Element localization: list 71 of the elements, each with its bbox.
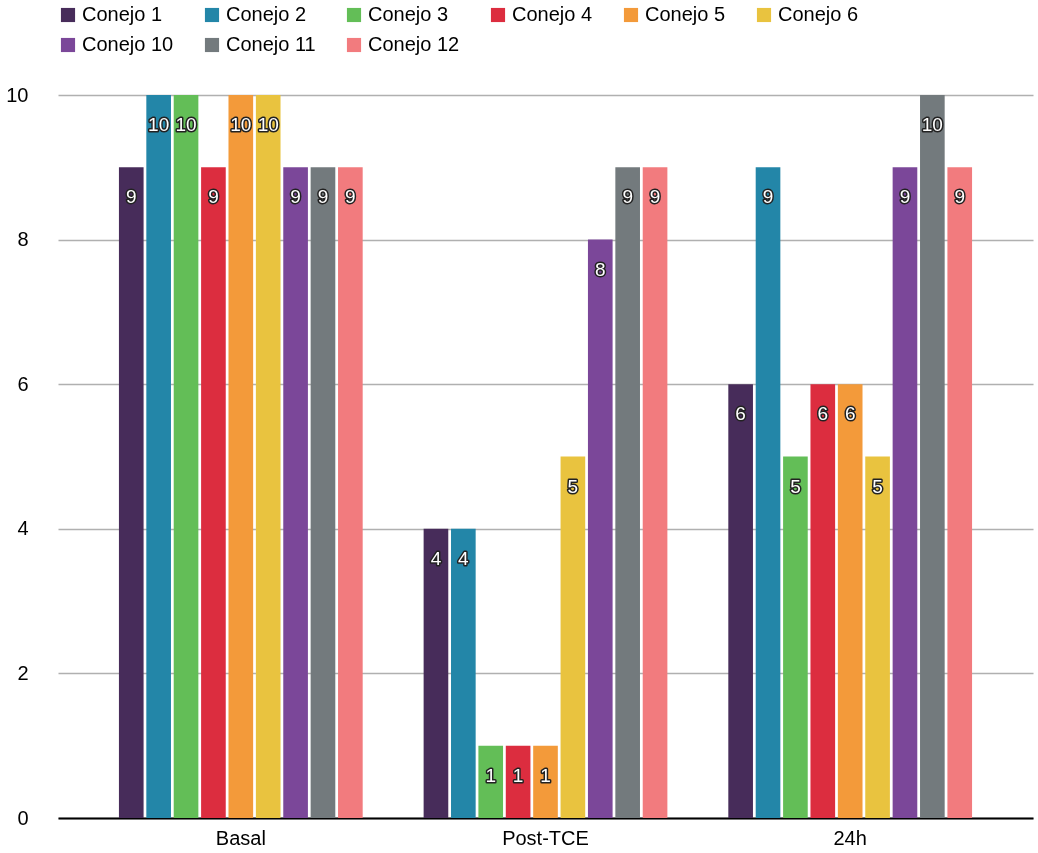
bar: [837, 384, 863, 818]
bar: [118, 167, 144, 818]
y-tick-label: 4: [17, 517, 29, 540]
y-tick-label: 0: [17, 806, 29, 829]
bar: [642, 167, 668, 818]
data-label: 9: [290, 186, 301, 208]
bar: [920, 95, 945, 818]
bar: [533, 745, 558, 818]
data-label: 9: [125, 186, 137, 208]
bar: [560, 456, 586, 818]
bar: [173, 95, 199, 818]
y-tick-label: 8: [17, 228, 29, 251]
data-label: 10: [230, 114, 252, 135]
bar: [478, 745, 504, 818]
bar: [810, 384, 836, 818]
data-label: 1: [485, 764, 497, 786]
data-label: 5: [790, 475, 801, 497]
bar: [615, 167, 640, 818]
data-label: 8: [594, 258, 606, 280]
bar: [310, 167, 336, 818]
y-tick-label: 2: [17, 661, 29, 684]
x-tick-label: 24h: [833, 826, 867, 849]
legend-label: Conejo 5: [645, 3, 726, 25]
data-label: 6: [735, 403, 746, 425]
data-label: 1: [540, 764, 551, 786]
legend-label: Conejo 4: [512, 3, 593, 25]
bar: [947, 167, 973, 818]
data-label: 4: [458, 547, 470, 569]
legend-label: Conejo 6: [778, 3, 859, 25]
x-tick-label: Basal: [215, 826, 266, 849]
data-label: 9: [622, 186, 633, 208]
data-label: 9: [954, 186, 966, 208]
bar: [728, 384, 753, 818]
bar: [451, 528, 476, 818]
bar: [587, 239, 613, 818]
bar: [755, 167, 781, 818]
bar: [255, 95, 281, 818]
data-label: 10: [175, 114, 197, 135]
data-label: 9: [317, 186, 329, 208]
bar: [865, 456, 890, 818]
bar: [423, 528, 449, 818]
data-label: 6: [844, 403, 856, 425]
data-label: 1: [512, 764, 524, 786]
legend-label: Conejo 2: [226, 3, 307, 25]
bar: [783, 456, 808, 818]
data-label: 10: [257, 114, 279, 135]
data-label: 9: [208, 186, 219, 208]
y-tick-label: 10: [6, 83, 29, 106]
bar: [228, 95, 254, 818]
y-tick-label: 6: [17, 372, 29, 395]
legend-label: Conejo 3: [368, 3, 449, 25]
data-label: 10: [921, 114, 943, 135]
legend-label: Conejo 10: [82, 33, 174, 55]
bar: [338, 167, 363, 818]
bar: [283, 167, 308, 818]
legend-label: Conejo 12: [368, 33, 460, 55]
legend-label: Conejo 11: [226, 33, 316, 55]
data-label: 9: [762, 186, 774, 208]
data-label: 9: [345, 186, 356, 208]
data-label: 5: [567, 475, 579, 497]
bar: [146, 95, 171, 818]
data-label: 4: [430, 547, 442, 569]
data-label: 10: [148, 114, 170, 135]
bar: [201, 167, 226, 818]
data-label: 6: [817, 403, 829, 425]
legend-label: Conejo 1: [82, 3, 163, 25]
x-tick-label: Post-TCE: [502, 826, 589, 849]
data-label: 5: [872, 475, 883, 497]
data-label: 9: [649, 186, 661, 208]
data-label: 9: [899, 186, 911, 208]
bar: [892, 167, 918, 818]
